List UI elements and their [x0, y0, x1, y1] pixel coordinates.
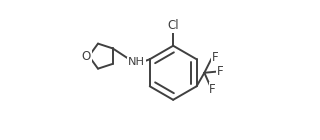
Text: NH: NH	[128, 57, 145, 67]
Text: F: F	[217, 65, 224, 78]
Text: O: O	[82, 50, 91, 63]
Text: Cl: Cl	[167, 19, 179, 32]
Text: F: F	[212, 51, 219, 64]
Text: F: F	[209, 83, 216, 96]
